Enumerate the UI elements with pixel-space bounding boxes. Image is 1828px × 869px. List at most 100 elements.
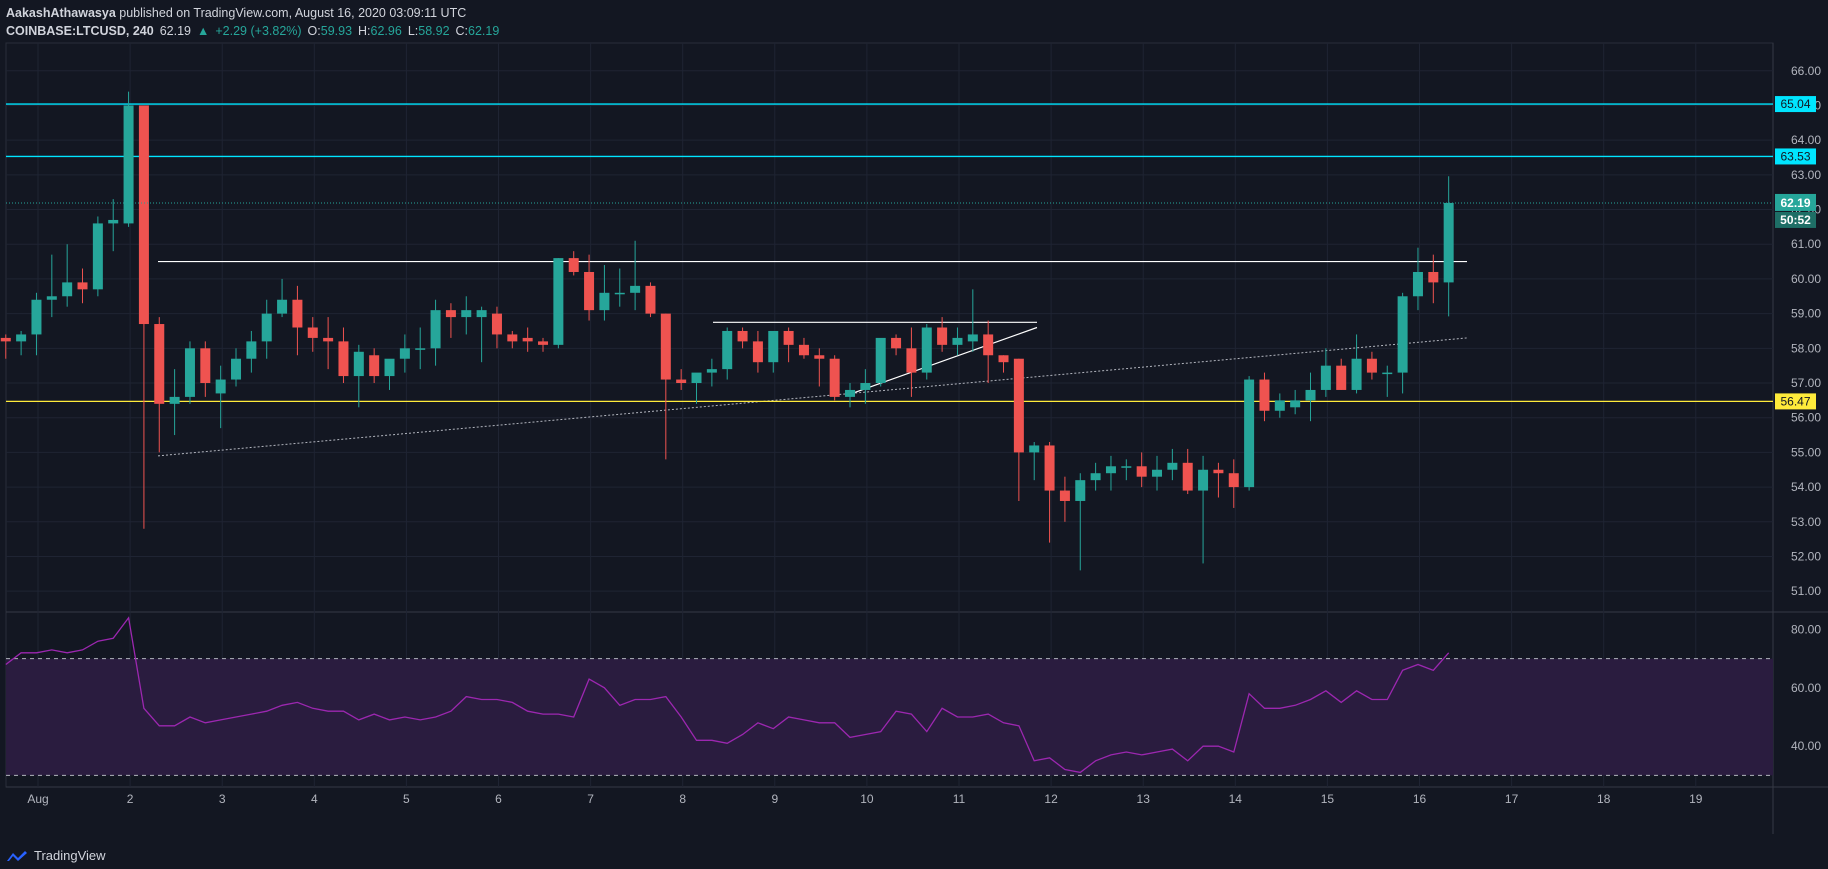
author-name[interactable]: AakashAthawasya — [6, 6, 116, 20]
candle-body — [798, 344, 809, 356]
level-label-text: 63.53 — [1780, 149, 1810, 163]
candle-body — [1382, 372, 1393, 375]
candle-body — [614, 292, 625, 295]
price-tick-label: 64.00 — [1791, 133, 1821, 147]
candle-body — [983, 334, 994, 356]
price-tick-label: 63.00 — [1791, 168, 1821, 182]
candle-body — [184, 348, 195, 397]
candle-body — [277, 299, 288, 314]
candle-body — [1044, 445, 1055, 491]
last-price: 62.19 — [159, 24, 191, 38]
candle-body — [860, 383, 871, 390]
candle-body — [215, 379, 226, 394]
low-value: 58.92 — [418, 24, 450, 38]
candle-body — [169, 396, 180, 404]
symbol-name[interactable]: COINBASE:LTCUSD, 240 — [6, 24, 154, 38]
candle-body — [1182, 462, 1193, 491]
time-tick-label: 18 — [1597, 792, 1611, 806]
candle-body — [1213, 469, 1224, 474]
countdown-badge — [1775, 211, 1816, 228]
rsi-tick-label: 80.00 — [1791, 623, 1821, 637]
candle-body — [768, 330, 779, 363]
candle-body — [691, 372, 702, 384]
candle-body — [538, 341, 549, 345]
candle-body — [952, 337, 963, 345]
price-change: +2.29 (+3.82%) — [215, 24, 302, 38]
candle-body — [31, 299, 42, 335]
candle-body — [1136, 466, 1147, 477]
time-tick-label: 2 — [127, 792, 134, 806]
candle-body — [676, 379, 687, 384]
candle-body — [553, 258, 564, 345]
high-value: 62.96 — [370, 24, 402, 38]
candle-body — [1152, 469, 1163, 477]
candle-body — [1013, 358, 1024, 453]
chart-header: AakashAthawasya published on TradingView… — [6, 4, 499, 40]
time-tick-label: 10 — [860, 792, 874, 806]
candle-body — [292, 299, 303, 328]
candle-body — [1121, 466, 1132, 468]
candle-body — [891, 337, 902, 349]
candle-body — [399, 348, 410, 359]
time-tick-label: 3 — [219, 792, 226, 806]
candle-body — [1336, 365, 1347, 390]
candle-body — [231, 358, 242, 380]
candle-body — [783, 330, 794, 345]
candle-body — [1090, 473, 1101, 481]
candle-body — [16, 334, 27, 342]
candle-body — [967, 334, 978, 342]
open-value: 59.93 — [320, 24, 353, 38]
candle-body — [261, 313, 272, 342]
publish-info: published on TradingView.com, August 16,… — [115, 6, 467, 20]
candle-body — [1029, 445, 1040, 453]
candle-body — [1351, 358, 1362, 390]
time-tick-label: 16 — [1413, 792, 1427, 806]
candle-body — [62, 282, 73, 297]
candle-body — [1075, 480, 1086, 501]
level-label-badge — [1775, 96, 1816, 113]
candle-body — [706, 369, 717, 373]
rsi-line — [5, 616, 1450, 774]
candle-body — [200, 348, 211, 384]
candle-body — [522, 337, 533, 342]
candle-body — [246, 341, 257, 359]
candle-body — [1397, 296, 1408, 373]
candle-body — [138, 105, 149, 325]
candle-body — [384, 358, 395, 377]
candle-body — [921, 327, 932, 373]
time-tick-label: 14 — [1229, 792, 1243, 806]
rsi-tick-label: 40.00 — [1791, 739, 1821, 753]
publish-line: AakashAthawasya published on TradingView… — [6, 4, 499, 22]
candle-body — [1259, 379, 1270, 411]
candle-body — [829, 358, 840, 397]
candle-body — [445, 310, 456, 318]
candle-body — [660, 313, 671, 380]
time-tick-label: 9 — [771, 792, 778, 806]
candle-body — [722, 330, 733, 370]
price-tick-label: 54.00 — [1791, 480, 1821, 494]
level-label-text: 65.04 — [1780, 97, 1810, 111]
level-label-badge — [1775, 148, 1816, 165]
candle-body — [752, 341, 763, 363]
high-label: H: — [358, 24, 371, 38]
time-tick-label: 17 — [1505, 792, 1519, 806]
candle-body — [737, 330, 748, 342]
candle-body — [323, 337, 334, 342]
candle-body — [77, 282, 88, 290]
candle-body — [1228, 473, 1239, 488]
candle-body — [1366, 358, 1377, 373]
up-arrow-icon: ▲ — [197, 24, 210, 38]
candle-body — [568, 258, 579, 272]
price-tick-label: 57.00 — [1791, 376, 1821, 390]
candle-body — [875, 337, 886, 384]
price-tick-label: 53.00 — [1791, 515, 1821, 529]
level-label-badge — [1775, 393, 1816, 410]
brand-name[interactable]: TradingView — [34, 848, 106, 863]
time-tick-label: 19 — [1689, 792, 1703, 806]
candle-body — [937, 327, 948, 345]
candle-body — [338, 341, 349, 377]
candle-body — [491, 313, 502, 335]
close-label: C: — [455, 24, 469, 38]
price-tick-label: 59.00 — [1791, 307, 1821, 321]
